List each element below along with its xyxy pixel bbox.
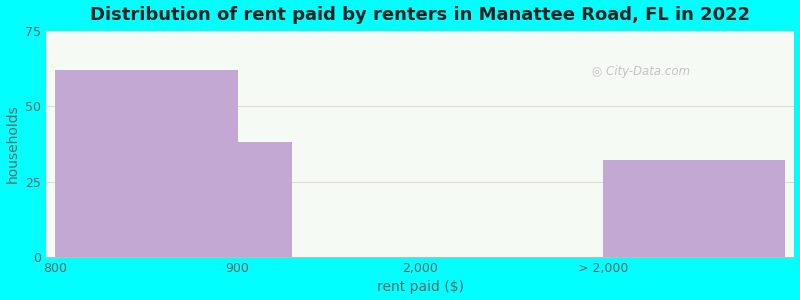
Text: ◎ City-Data.com: ◎ City-Data.com [592,65,690,78]
Bar [602,160,786,257]
X-axis label: rent paid ($): rent paid ($) [377,280,464,294]
Title: Distribution of rent paid by renters in Manattee Road, FL in 2022: Distribution of rent paid by renters in … [90,6,750,24]
Y-axis label: households: households [6,104,19,183]
Bar [238,142,293,257]
Bar [55,70,238,257]
